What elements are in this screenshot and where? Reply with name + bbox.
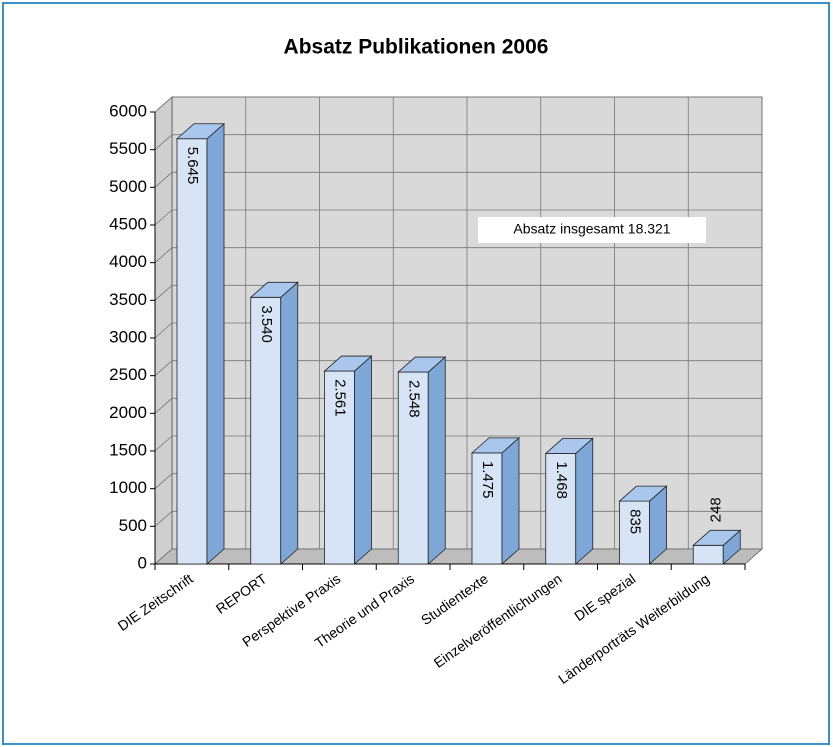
bar-top [470,437,521,454]
bar-top [544,438,594,454]
bar-top [397,356,447,373]
value-label: 5.645 [184,147,201,185]
y-tick-label: 1000 [109,478,147,497]
bar [249,281,299,565]
grid-line [154,209,762,226]
annotation-box [478,217,706,243]
value-label: 3.540 [258,305,275,343]
bar-side [501,436,520,565]
grid-line [154,96,762,113]
y-tick-label: 2500 [109,365,147,384]
y-tick-label: 0 [138,553,147,572]
y-tick-label: 1500 [109,440,147,459]
bar-side [354,355,372,565]
grid-line [154,435,762,452]
value-label: 1.468 [553,461,570,499]
grid-line [154,284,762,301]
bar [175,122,226,565]
bar [618,485,668,565]
y-tick-label: 5500 [109,139,147,158]
y-tick-label: 4500 [109,214,147,233]
bar-side [206,122,225,565]
chart-title: Absatz Publikationen 2006 [284,36,549,59]
bar-front [397,371,429,565]
bar-front [176,138,208,565]
bar-top [249,281,299,298]
bar [397,356,447,565]
bar [323,355,373,565]
bar [544,437,594,565]
bar-side [427,356,446,565]
value-label: 835 [627,509,644,534]
grid-line [154,397,762,414]
bar-top [692,529,742,546]
grid-line [154,322,762,339]
y-tick-label: 3000 [109,327,147,346]
bar-side [575,437,594,565]
y-tick-label: 4000 [109,252,147,271]
value-label: 1.475 [479,461,496,499]
bar-front [692,544,724,565]
bar [692,529,742,565]
bar-front [324,370,355,565]
bar-top [323,355,373,372]
grid-line [154,171,762,188]
value-label: 2.548 [405,380,422,418]
y-tick-label: 5000 [109,177,147,196]
value-label: 248 [708,497,725,522]
bar [470,436,521,565]
y-tick-label: 3500 [109,290,147,309]
bar-side [280,281,299,565]
grid-line [154,134,762,150]
grid-line [154,360,762,376]
y-tick-label: 500 [119,516,147,535]
y-tick-label: 2000 [109,403,147,422]
y-tick-label: 6000 [109,101,147,120]
floor [153,548,764,565]
plot: 0 500 1000 1500 2000 2500 3000 3500 4000 4500 5000… [109,96,764,687]
bar-top [618,485,668,502]
grid-line [154,247,762,263]
bar-top [175,123,226,140]
annotation: Absatz insgesamt 18.321 [513,221,670,237]
bar-front [619,500,650,565]
value-label: 2.561 [332,379,349,417]
